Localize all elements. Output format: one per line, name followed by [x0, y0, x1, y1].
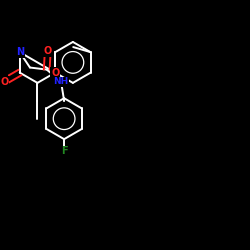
Text: F: F — [61, 146, 68, 156]
Text: NH: NH — [54, 77, 69, 86]
Text: N: N — [16, 47, 24, 57]
Text: O: O — [51, 68, 59, 78]
Text: O: O — [44, 46, 52, 56]
Text: O: O — [0, 77, 8, 87]
